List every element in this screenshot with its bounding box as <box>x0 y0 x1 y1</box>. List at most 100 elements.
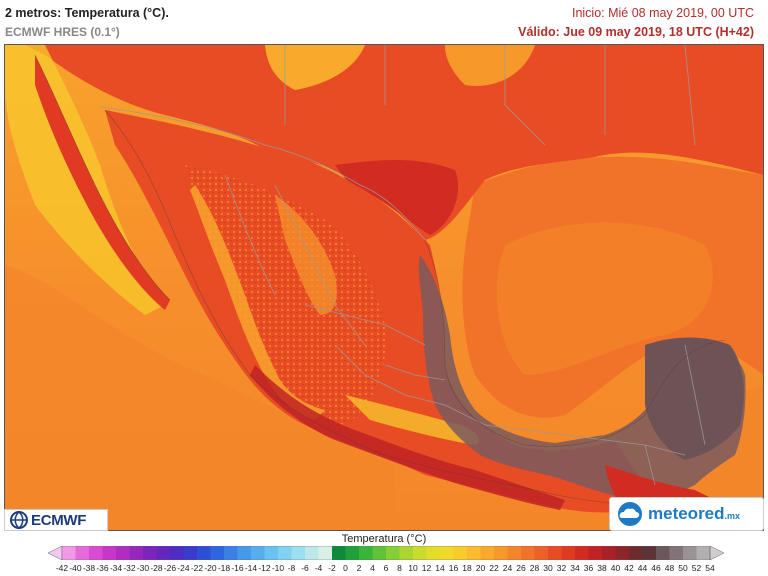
meteored-name: meteored <box>648 504 725 523</box>
colorbar-swatch <box>669 546 684 560</box>
southern-highlands-cool <box>345 395 480 445</box>
colorbar-swatch <box>575 546 589 560</box>
colorbar-swatch <box>332 546 346 560</box>
colorbar-swatch <box>170 546 184 560</box>
colorbar-tick-label: 46 <box>651 563 661 573</box>
colorbar-tick-label: -16 <box>231 563 244 573</box>
ecmwf-logo-text: ECMWF <box>31 512 87 529</box>
colorbar-tick-label: 54 <box>705 563 715 573</box>
colorbar-tick-label: -26 <box>163 563 177 573</box>
meteored-logo-text: meteored.mx <box>648 504 740 524</box>
colorbar-swatch <box>534 546 549 560</box>
yucatan-peninsula <box>645 337 744 460</box>
colorbar-tick-label: -38 <box>82 563 96 573</box>
gulf-center <box>496 222 713 375</box>
colorbar-swatch <box>521 546 535 560</box>
colorbar-swatch <box>129 546 144 560</box>
colorbar-tick-label: 20 <box>475 563 486 573</box>
colorbar-swatch <box>602 546 616 560</box>
colorbar-tick-label: 48 <box>664 563 675 573</box>
colorbar-tick-label: -42 <box>55 563 69 573</box>
ecmwf-logo: ECMWF <box>4 509 108 531</box>
usa-land <box>5 45 763 240</box>
colorbar-swatch <box>453 546 468 560</box>
colorbar-swatch <box>588 546 603 560</box>
colorbar-swatch <box>305 546 319 560</box>
colorbar-tick-label: 0 <box>343 563 348 573</box>
colorbar-swatch <box>291 546 306 560</box>
colorbar-swatch <box>683 546 697 560</box>
colorbar-border <box>61 546 711 560</box>
colorbar-swatch <box>278 546 292 560</box>
colorbar-tick-label: -18 <box>217 563 231 573</box>
mexico-hot-core <box>185 165 386 425</box>
colorbar-tick-label: 18 <box>462 563 472 573</box>
colorbar-tick-label: -24 <box>177 563 190 573</box>
colorbar-tick-label: -2 <box>328 563 336 573</box>
colorbar-swatch <box>197 546 211 560</box>
usa-texas-hot <box>335 160 459 235</box>
colorbar-swatch <box>561 546 576 560</box>
temperature-map[interactable] <box>4 44 764 531</box>
colorbar-swatch <box>413 546 427 560</box>
colorbar-tick-label: 12 <box>421 563 432 573</box>
colorbar-tick-label: 50 <box>678 563 688 573</box>
colorbar-tick-label: 14 <box>435 563 445 573</box>
colorbar-swatch <box>224 546 238 560</box>
colorbar-swatch <box>386 546 400 560</box>
map-title: 2 metros: Temperatura (°C). <box>5 6 169 20</box>
colorbar-swatch <box>116 546 130 560</box>
colorbar-tick-label: -8 <box>287 563 296 573</box>
colorbar-tick-label: 52 <box>691 563 702 573</box>
colorbar-tick-label: 10 <box>408 563 418 573</box>
map-canvas <box>5 45 763 530</box>
coastlines <box>34 54 726 506</box>
usa-cool-northeast <box>445 45 535 86</box>
colorbar-tick-label: 30 <box>543 563 553 573</box>
colorbar-swatch <box>440 546 454 560</box>
colorbar-tick-label: -34 <box>109 563 123 573</box>
colorbar-tick-label: 42 <box>624 563 634 573</box>
colorbar-tick-label: 44 <box>637 563 648 573</box>
colorbar-swatch <box>359 546 373 560</box>
colorbar-tick-label: 16 <box>448 563 459 573</box>
colorbar-swatch <box>548 546 562 560</box>
colorbar-tick-label: -28 <box>150 563 163 573</box>
colorbar-tick-label: -14 <box>244 563 258 573</box>
colorbar-tick-label: 40 <box>610 563 621 573</box>
colorbar-swatch <box>89 546 103 560</box>
colorbar-tick-label: 38 <box>597 563 607 573</box>
colorbar-tick-label: 2 <box>356 563 362 573</box>
colorbar-swatch <box>102 546 117 560</box>
init-time: Inicio: Mié 08 may 2019, 00 UTC <box>571 6 754 20</box>
colorbar-swatch <box>629 546 643 560</box>
ecmwf-globe-icon <box>10 511 28 529</box>
colorbar-tick-label: 8 <box>397 563 402 573</box>
model-label: ECMWF HRES (0.1°) <box>5 25 120 39</box>
usa-cool-north <box>265 45 365 90</box>
colorbar-tick-label: -12 <box>258 563 271 573</box>
colorbar-tick-label: 24 <box>502 563 513 573</box>
colorbar-swatch <box>143 546 157 560</box>
colorbar-swatch <box>615 546 630 560</box>
colorbar-tick-label: -30 <box>136 563 150 573</box>
central-plateau-cool <box>275 195 337 315</box>
colorbar-swatch <box>75 546 90 560</box>
colorbar-tick-label: -6 <box>301 563 309 573</box>
colorbar-swatch <box>507 546 522 560</box>
colorbar-swatch <box>237 546 252 560</box>
colorbar-tick-label: 26 <box>516 563 526 573</box>
colorbar-swatch <box>480 546 495 560</box>
colorbar-tick-label: -36 <box>96 563 109 573</box>
colorbar-swatch <box>696 546 711 560</box>
colorbar-swatch <box>426 546 441 560</box>
pacific-warm-band <box>5 265 395 530</box>
state-borders <box>99 45 706 486</box>
colorbar-swatch <box>251 546 265 560</box>
colorbar-swatch <box>264 546 279 560</box>
colorbar-tick-label: 22 <box>489 563 499 573</box>
meteored-logo: meteored.mx <box>609 497 764 531</box>
sierra-madre-cool <box>190 185 325 420</box>
colorbar-swatch <box>345 546 360 560</box>
colorbar-tick-label: 6 <box>383 563 389 573</box>
